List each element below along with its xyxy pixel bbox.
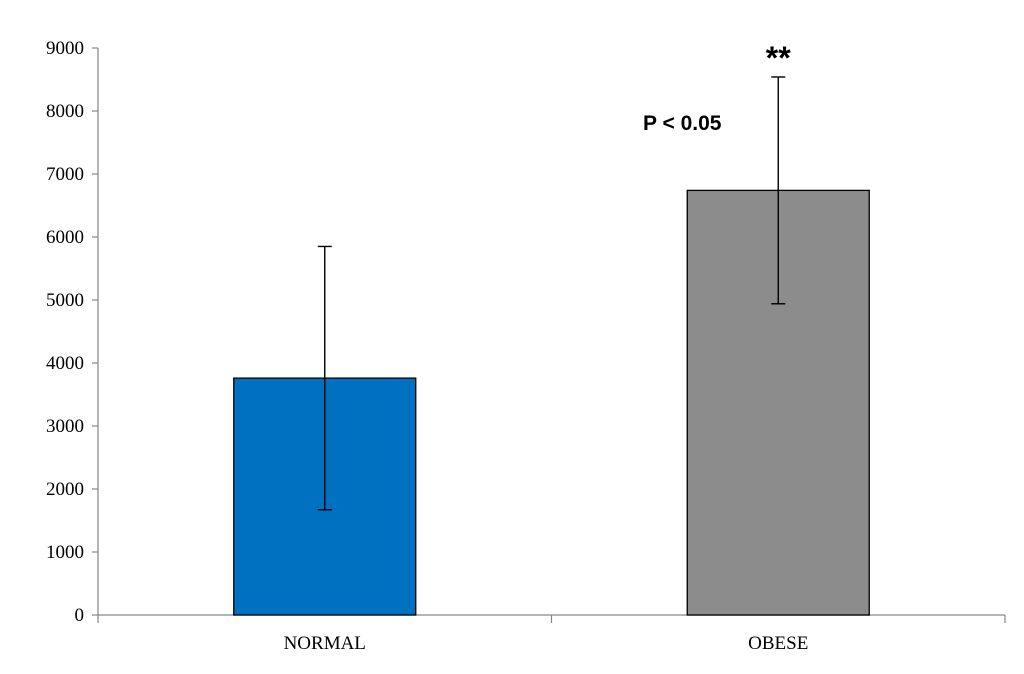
y-tick-label: 7000	[46, 164, 84, 185]
y-tick-label: 5000	[46, 290, 84, 311]
y-tick-label: 4000	[46, 353, 84, 374]
y-tick-label: 9000	[46, 38, 84, 59]
y-tick-label: 3000	[46, 416, 84, 437]
axes: 0 1000 2000 3000 4000 5000 6000 7000 8000 9000	[46, 38, 1006, 626]
bars	[233, 189, 870, 616]
y-tick-label: 0	[75, 605, 85, 626]
significance-marker: **	[766, 40, 791, 76]
p-value-annotation: P < 0.05	[643, 112, 722, 135]
labels: NORMAL OBESE P < 0.05 **	[284, 40, 809, 654]
y-tick-label: 1000	[46, 542, 84, 563]
error-bars	[317, 76, 786, 511]
y-tick-label: 8000	[46, 101, 84, 122]
x-tick-label: OBESE	[748, 633, 808, 654]
x-tick-label: NORMAL	[284, 633, 366, 654]
y-tick-label: 6000	[46, 227, 84, 248]
bar-obese	[686, 189, 870, 616]
y-tick-label: 2000	[46, 479, 84, 500]
